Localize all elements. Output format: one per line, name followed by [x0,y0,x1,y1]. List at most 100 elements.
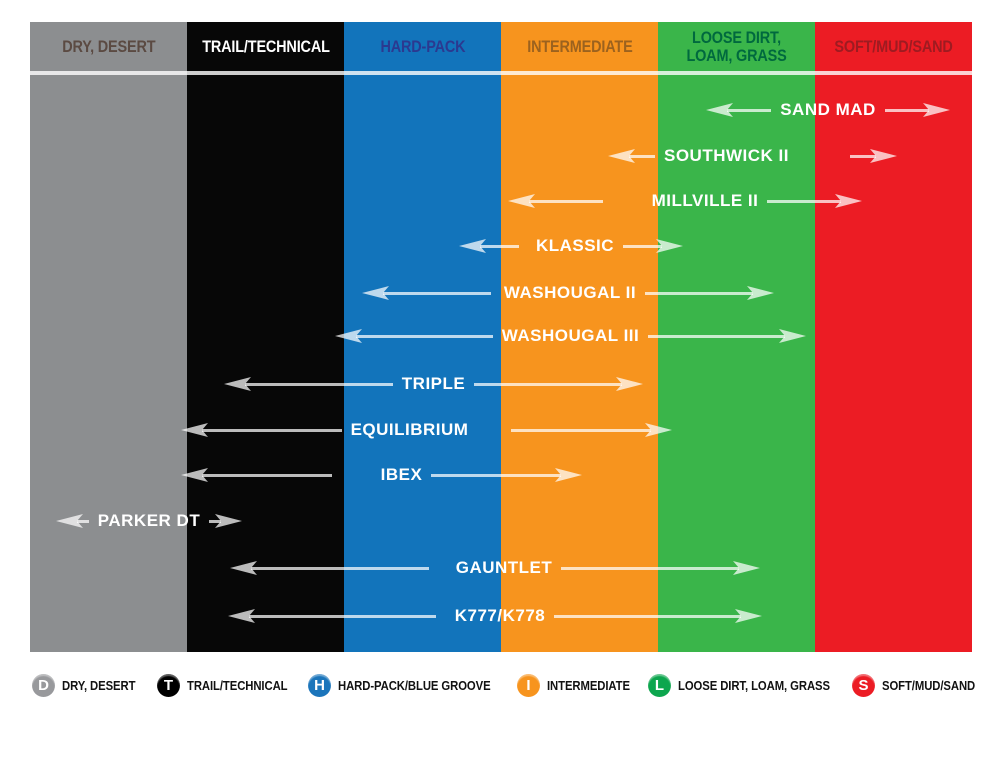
tire-range-ibex: IBEX [181,463,582,487]
arrow-shaft [356,334,493,338]
left-arrowhead-icon [56,514,83,528]
left-arrowhead-icon [230,561,257,575]
tire-range-gauntlet: GAUNTLET [230,556,761,580]
tire-label: SAND MAD [780,100,876,119]
terrain-column-dry-desert: DRY, DESERT [30,22,187,652]
column-header-hard-pack: HARD-PACK [380,36,465,56]
right-arrowhead-icon [656,239,683,253]
arrow-shaft [511,428,652,432]
column-header-soft-mud-sand: SOFT/MUD/SAND [834,36,953,56]
right-arrowhead-icon [645,423,673,437]
right-arrowhead-icon [735,609,763,623]
arrow-shaft [245,382,393,386]
arrow-shaft [645,291,753,295]
legend-l-circle-icon: L [648,674,671,697]
right-arrowhead-icon [779,329,807,343]
arrow-shaft [249,614,436,618]
tire-range-sand-mad: SAND MAD [706,98,951,122]
left-arrowhead-icon [228,609,255,623]
right-arrowhead-icon [835,194,863,208]
right-arrowhead-icon [616,377,644,391]
legend-item-d: D DRY, DESERT [32,674,146,697]
left-arrowhead-icon [224,377,251,391]
tire-label: PARKER DT [97,511,201,530]
legend-label: INTERMEDIATE [547,678,630,693]
arrow-shaft [77,519,89,523]
arrow-shaft [383,291,491,295]
left-arrowhead-icon [181,468,208,482]
chart-area: DRY, DESERT TRAIL/TECHNICAL HARD-PACK INTER… [30,22,972,652]
arrow-shaft [202,428,342,432]
right-arrowhead-icon [555,468,582,482]
left-arrowhead-icon [608,149,635,163]
left-arrowhead-icon [335,329,362,343]
arrow-shaft [529,199,603,203]
terrain-column-intermediate: INTERMEDIATE [501,22,658,652]
legend-s-circle-icon: S [852,674,875,697]
legend-item-i: I INTERMEDIATE [517,674,642,697]
arrow-shaft [623,244,662,248]
column-header-intermediate: INTERMEDIATE [526,36,633,56]
tire-range-parker-dt: PARKER DT [56,509,243,533]
right-arrowhead-icon [215,514,243,528]
tire-label: K777/K778 [454,606,546,625]
arrow-shaft [209,519,222,523]
left-arrowhead-icon [508,194,535,208]
legend-item-t: T TRAIL/TECHNICAL [157,674,303,697]
tire-label: MILLVILLE II [651,191,759,210]
left-arrowhead-icon [181,423,208,437]
arrow-shaft [202,473,332,477]
legend-t-circle-icon: T [157,674,180,697]
arrow-shaft [727,108,772,112]
arrow-shaft [884,108,930,112]
column-header-loose-dirt-loam-grass: LOOSE DIRT, LOAM, GRASS [686,27,787,65]
legend-label: SOFT/MUD/SAND [882,678,976,693]
legend-label: DRY, DESERT [62,678,136,693]
column-header-trail-technical: TRAIL/TECHNICAL [201,36,330,56]
tire-range-washougal-iii: WASHOUGAL III [335,324,807,348]
tire-label: SOUTHWICK II [664,146,789,165]
right-arrowhead-icon [870,149,897,163]
left-arrowhead-icon [362,286,389,300]
legend-item-l: L LOOSE DIRT, LOAM, GRASS [648,674,853,697]
tire-range-triple: TRIPLE [224,372,644,396]
terrain-legend: D DRY, DESERT T TRAIL/TECHNICAL H HARD-PACK/B… [0,674,1000,697]
legend-label: TRAIL/TECHNICAL [187,678,288,693]
arrow-shaft [629,154,655,158]
legend-label: LOOSE DIRT, LOAM, GRASS [678,678,830,693]
legend-h-circle-icon: H [308,674,331,697]
arrow-shaft [561,566,740,570]
arrow-shaft [767,199,842,203]
tire-label: GAUNTLET [455,558,553,577]
arrow-shaft [480,244,519,248]
left-arrowhead-icon [706,103,733,117]
tire-label: WASHOUGAL II [503,283,637,302]
column-header-dry-desert: DRY, DESERT [61,36,156,56]
legend-item-s: S SOFT/MUD/SAND [852,674,989,697]
legend-i-circle-icon: I [517,674,540,697]
tire-label: EQUILIBRIUM [350,420,469,439]
tire-range-millville-ii: MILLVILLE II [508,189,863,213]
header-separator-line [30,71,972,75]
tire-label: WASHOUGAL III [501,326,640,345]
arrow-shaft [850,154,876,158]
arrow-shaft [431,473,561,477]
arrow-shaft [474,382,623,386]
tire-label: KLASSIC [535,236,615,255]
terrain-column-trail-technical: TRAIL/TECHNICAL [187,22,344,652]
tire-range-k777-k778: K777/K778 [228,604,763,628]
terrain-column-soft-mud-sand: SOFT/MUD/SAND [815,22,972,652]
tire-range-washougal-ii: WASHOUGAL II [362,281,774,305]
tire-label: IBEX [380,465,423,484]
right-arrowhead-icon [733,561,761,575]
arrow-shaft [251,566,429,570]
tire-range-equilibrium: EQUILIBRIUM [181,418,673,442]
right-arrowhead-icon [923,103,951,117]
arrow-shaft [648,334,786,338]
right-arrowhead-icon [747,286,774,300]
legend-d-circle-icon: D [32,674,55,697]
tire-range-klassic: KLASSIC [459,234,683,258]
legend-label: HARD-PACK/BLUE GROOVE [338,678,491,693]
tire-range-southwick-ii: SOUTHWICK II [608,144,897,168]
